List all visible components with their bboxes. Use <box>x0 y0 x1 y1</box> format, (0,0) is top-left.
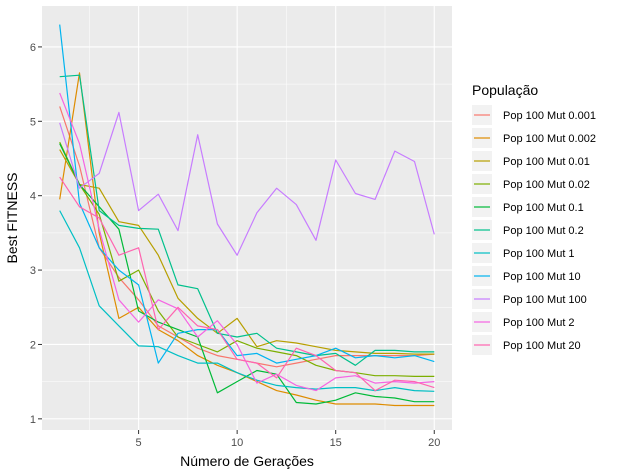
y-tick-label: 6 <box>30 42 36 54</box>
x-tick-label: 20 <box>428 437 440 449</box>
legend-label: Pop 100 Mut 1 <box>503 248 575 260</box>
series-line <box>59 24 435 364</box>
y-tick-label: 2 <box>30 339 36 351</box>
series-line <box>59 210 435 392</box>
x-tick-label: 10 <box>231 437 243 449</box>
major-grid <box>42 6 452 430</box>
legend-label: Pop 100 Mut 20 <box>503 340 581 352</box>
y-tick-label: 1 <box>30 414 36 426</box>
series-line <box>59 176 435 392</box>
minor-grid <box>42 6 452 430</box>
legend-label: Pop 100 Mut 0.001 <box>503 110 596 122</box>
legend-items: Pop 100 Mut 0.001 Pop 100 Mut 0.002 Pop 10… <box>472 105 596 355</box>
legend-label: Pop 100 Mut 0.1 <box>503 202 584 214</box>
legend-label: Pop 100 Mut 0.02 <box>503 179 590 191</box>
x-tick-label: 5 <box>136 437 142 449</box>
x-axis: 5 10 15 20 <box>136 430 440 449</box>
series-line <box>59 72 435 407</box>
series-line <box>59 141 435 377</box>
legend-label: Pop 100 Mut 0.01 <box>503 156 590 168</box>
legend-label: Pop 100 Mut 0.2 <box>503 225 584 237</box>
legend-label: Pop 100 Mut 100 <box>503 294 587 306</box>
legend-label: Pop 100 Mut 10 <box>503 271 581 283</box>
series-line <box>59 111 435 256</box>
y-tick-label: 5 <box>30 116 36 128</box>
x-tick-label: 15 <box>330 437 342 449</box>
legend-title: População <box>472 82 538 98</box>
y-tick-label: 3 <box>30 265 36 277</box>
legend-label: Pop 100 Mut 0.002 <box>503 133 596 145</box>
legend-label: Pop 100 Mut 2 <box>503 317 575 329</box>
series-line <box>59 92 435 392</box>
series-lines <box>59 24 435 407</box>
x-axis-title: Número de Gerações <box>180 453 314 469</box>
series-line <box>59 74 435 366</box>
y-tick-label: 4 <box>30 191 36 203</box>
y-axis-title: Best FITNESS <box>4 172 20 263</box>
plot-panel <box>42 6 452 430</box>
y-axis: 1 2 3 4 5 6 <box>30 42 42 426</box>
